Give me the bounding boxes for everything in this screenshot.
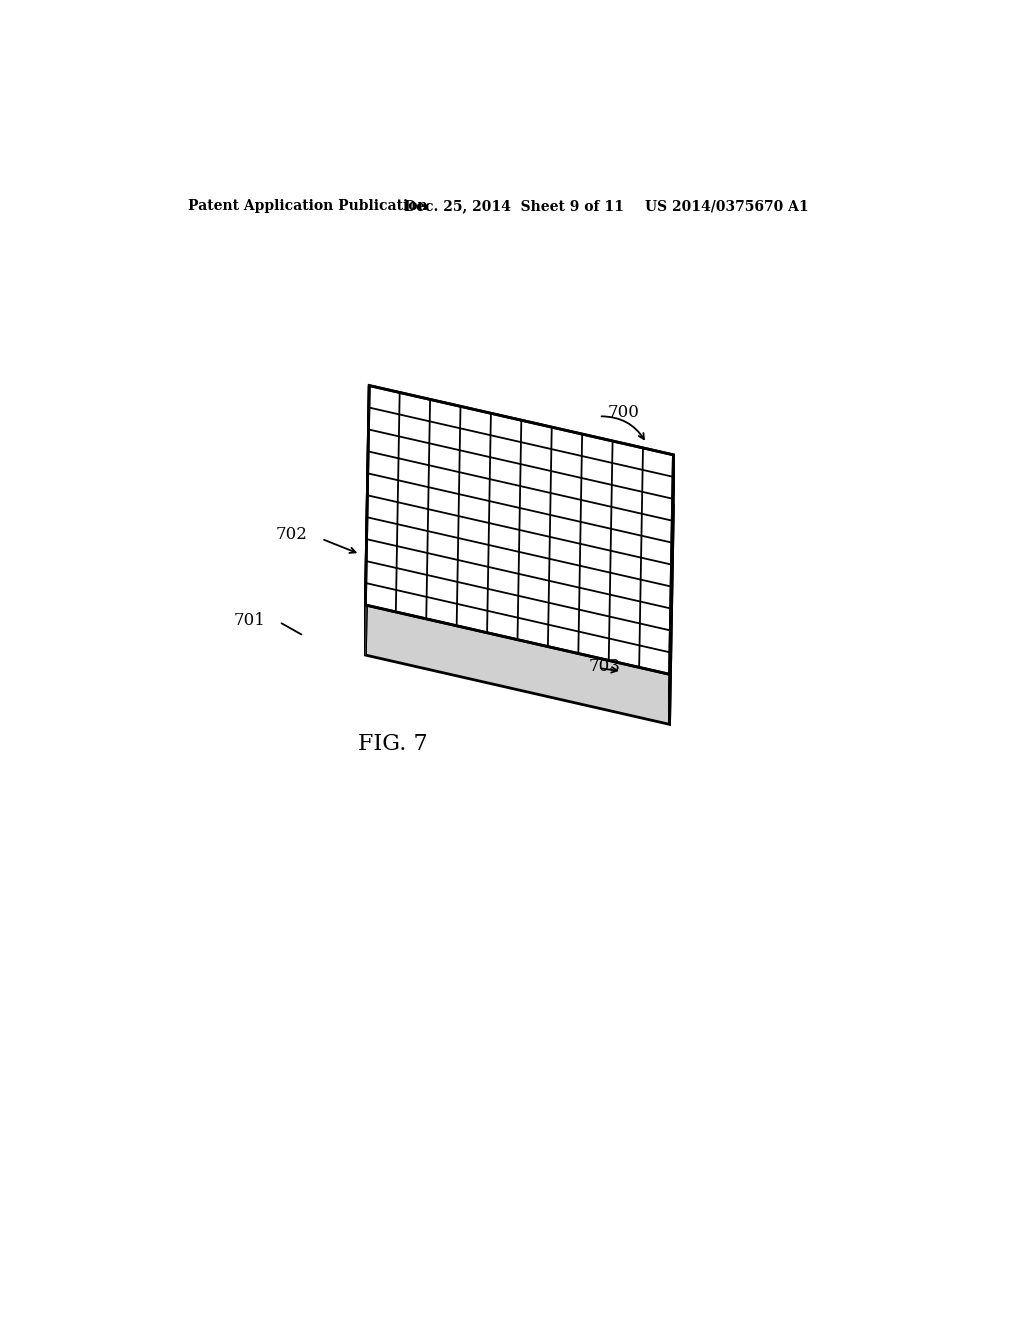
Polygon shape: [366, 385, 370, 632]
Text: 702: 702: [275, 525, 307, 543]
Text: Patent Application Publication: Patent Application Publication: [188, 199, 428, 213]
Text: 700: 700: [608, 404, 640, 421]
Text: 701: 701: [233, 612, 265, 628]
Polygon shape: [366, 385, 674, 675]
Text: Dec. 25, 2014  Sheet 9 of 11: Dec. 25, 2014 Sheet 9 of 11: [403, 199, 624, 213]
Text: FIG. 7: FIG. 7: [357, 733, 427, 755]
Polygon shape: [366, 436, 674, 725]
Polygon shape: [670, 455, 674, 725]
Text: 703: 703: [589, 659, 621, 675]
Text: US 2014/0375670 A1: US 2014/0375670 A1: [645, 199, 809, 213]
Polygon shape: [366, 412, 370, 655]
